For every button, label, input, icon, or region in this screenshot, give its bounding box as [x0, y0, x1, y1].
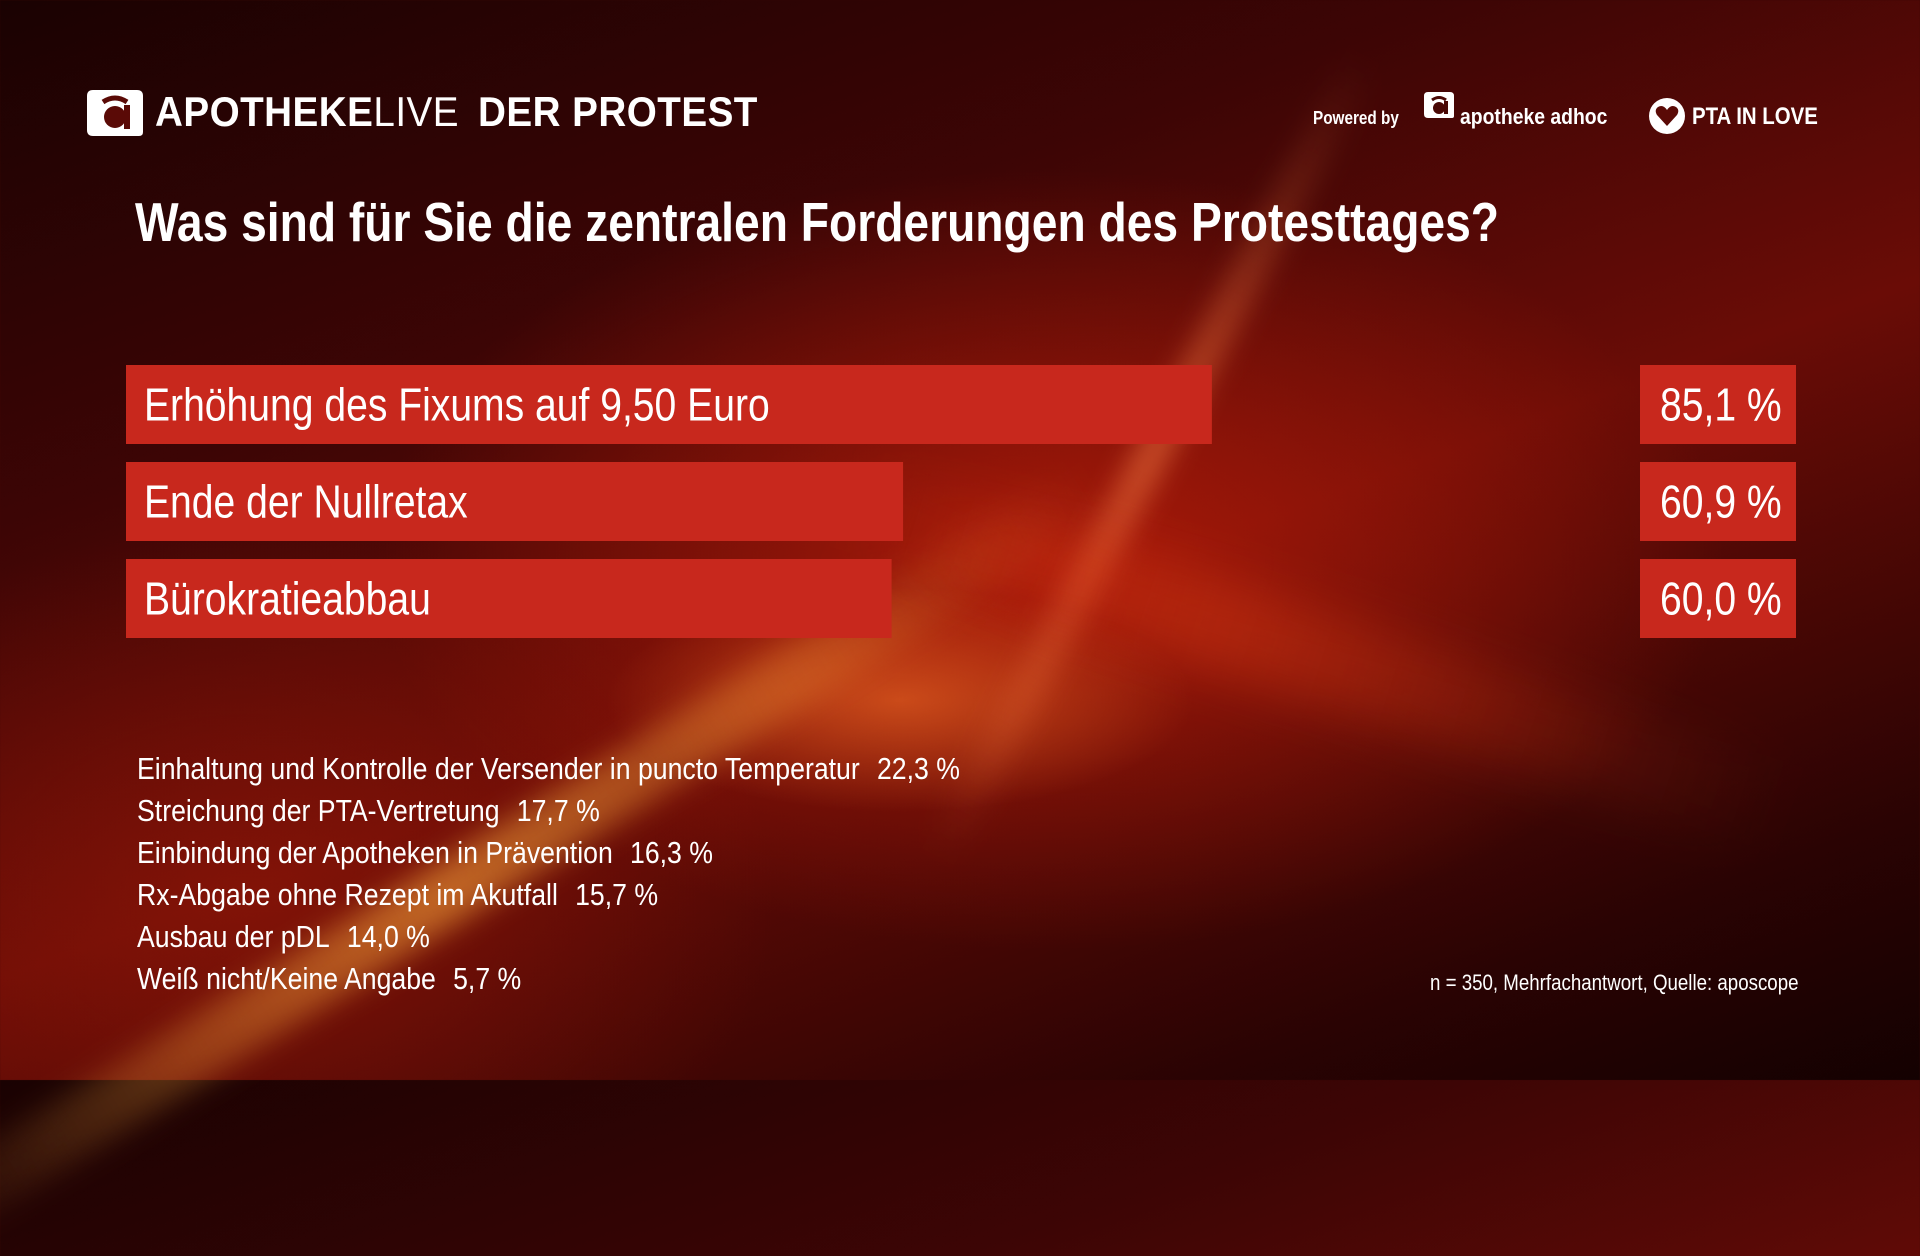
- event-title: DER PROTEST: [478, 88, 758, 135]
- value-box: [1640, 462, 1796, 541]
- other-answer-value: 17,7 %: [516, 793, 600, 828]
- a-letter-logo-icon: [87, 90, 143, 136]
- other-answer-item: Einbindung der Apotheken in Prävention 16…: [137, 832, 960, 874]
- other-answer-value: 22,3 %: [876, 751, 960, 786]
- value-box: [1640, 365, 1796, 444]
- bar-category-label: Ende der Nullretax: [144, 477, 468, 529]
- other-answer-value: 16,3 %: [629, 835, 713, 870]
- other-answer-item: Streichung der PTA-Vertretung 17,7 %: [137, 790, 960, 832]
- brand-light: LIVE: [373, 88, 459, 135]
- value-box: [1640, 559, 1796, 638]
- other-answer-value: 15,7 %: [575, 877, 659, 912]
- other-answer-label: Einhaltung und Kontrolle der Versender i…: [137, 751, 860, 786]
- other-answer-label: Streichung der PTA-Vertretung: [137, 793, 500, 828]
- other-answer-value: 14,0 %: [346, 919, 430, 954]
- bar-category-label: Erhöhung des Fixums auf 9,50 Euro: [144, 380, 770, 432]
- other-answer-item: Rx-Abgabe ohne Rezept im Akutfall 15,7 %: [137, 874, 960, 916]
- other-answer-item: Ausbau der pDL 14,0 %: [137, 916, 960, 958]
- bar: [126, 462, 904, 541]
- other-answer-value: 5,7 %: [453, 961, 522, 996]
- source-note: n = 350, Mehrfachantwort, Quelle: aposco…: [1430, 970, 1799, 995]
- bar-value-label: 85,1 %: [1660, 380, 1782, 432]
- other-answer-label: Ausbau der pDL: [137, 919, 330, 954]
- partner-apotheke-adhoc: apotheke adhoc: [1460, 104, 1608, 129]
- powered-by-label: Powered by: [1313, 108, 1399, 128]
- other-answer-label: Einbindung der Apotheken in Prävention: [137, 835, 613, 870]
- bar: [126, 365, 1212, 444]
- brand-bold: APOTHEKE: [155, 88, 374, 135]
- header: APOTHEKELIVE DER PROTEST Powered by apot…: [0, 0, 1920, 180]
- other-answer-label: Rx-Abgabe ohne Rezept im Akutfall: [137, 877, 558, 912]
- bar-value-label: 60,0 %: [1660, 574, 1782, 626]
- brand-name: APOTHEKELIVE: [155, 88, 459, 136]
- other-answer-label: Weiß nicht/Keine Angabe: [137, 961, 436, 996]
- heart-icon: [1649, 98, 1685, 134]
- bar-chart: Erhöhung des Fixums auf 9,50 Euro 85,1 % E…: [126, 365, 1796, 638]
- chart-title: Was sind für Sie die zentralen Forderung…: [135, 191, 1500, 253]
- bar-value-label: 60,9 %: [1660, 477, 1782, 529]
- a-letter-logo-icon: [1424, 92, 1454, 118]
- partner-pta-in-love: PTA IN LOVE: [1692, 103, 1818, 130]
- other-answers-list: Einhaltung und Kontrolle der Versender i…: [137, 748, 960, 1000]
- other-answer-item: Weiß nicht/Keine Angabe 5,7 %: [137, 958, 960, 1000]
- bar: [126, 559, 892, 638]
- other-answer-item: Einhaltung und Kontrolle der Versender i…: [137, 748, 960, 790]
- bar-category-label: Bürokratieabbau: [144, 574, 431, 626]
